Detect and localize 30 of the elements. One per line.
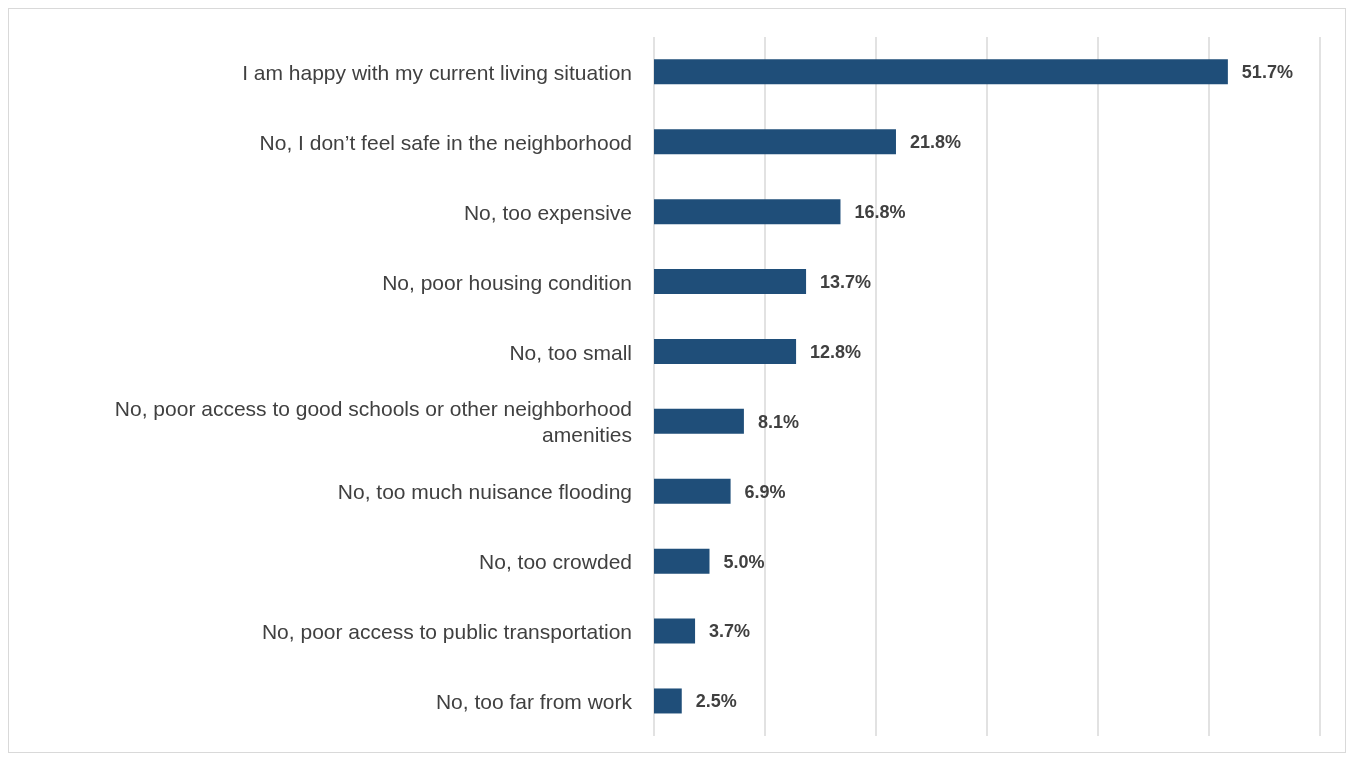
y-tick-label: No, too small [509,340,632,364]
data-label: 2.5% [695,691,737,712]
bar [654,548,710,574]
data-label: 13.7% [820,271,872,292]
y-tick-label: No, too expensive [463,200,632,224]
bar [654,59,1228,85]
bar [654,408,744,434]
y-tick-label: No, I don’t feel safe in the neighborhood [259,130,632,154]
data-label: 8.1% [757,411,799,432]
y-tick-label: No, too much nuisance flooding [337,479,632,503]
data-label: 12.8% [810,341,862,362]
y-tick-label: No, too crowded [479,549,632,573]
bar [654,269,807,295]
data-label: 16.8% [854,202,906,223]
y-tick-label: No, poor access to public transportation [261,619,632,643]
data-label: 3.7% [709,621,751,642]
y-tick-label: No, poor housing condition [382,270,632,294]
data-label: 51.7% [1241,62,1293,83]
y-tick-label: No, too far from work [435,689,633,713]
y-tick-label: No, poor access to good schools or other neighborhood amenities [114,396,632,446]
data-label: 6.9% [744,481,786,502]
bar [654,338,797,364]
bar [654,688,682,714]
y-tick-label: I am happy with my current living situation [242,60,632,84]
data-label: 5.0% [723,551,765,572]
bar [654,129,896,155]
bar [654,199,841,225]
bar [654,618,696,644]
data-label: 21.8% [909,132,962,153]
bar [654,478,731,504]
